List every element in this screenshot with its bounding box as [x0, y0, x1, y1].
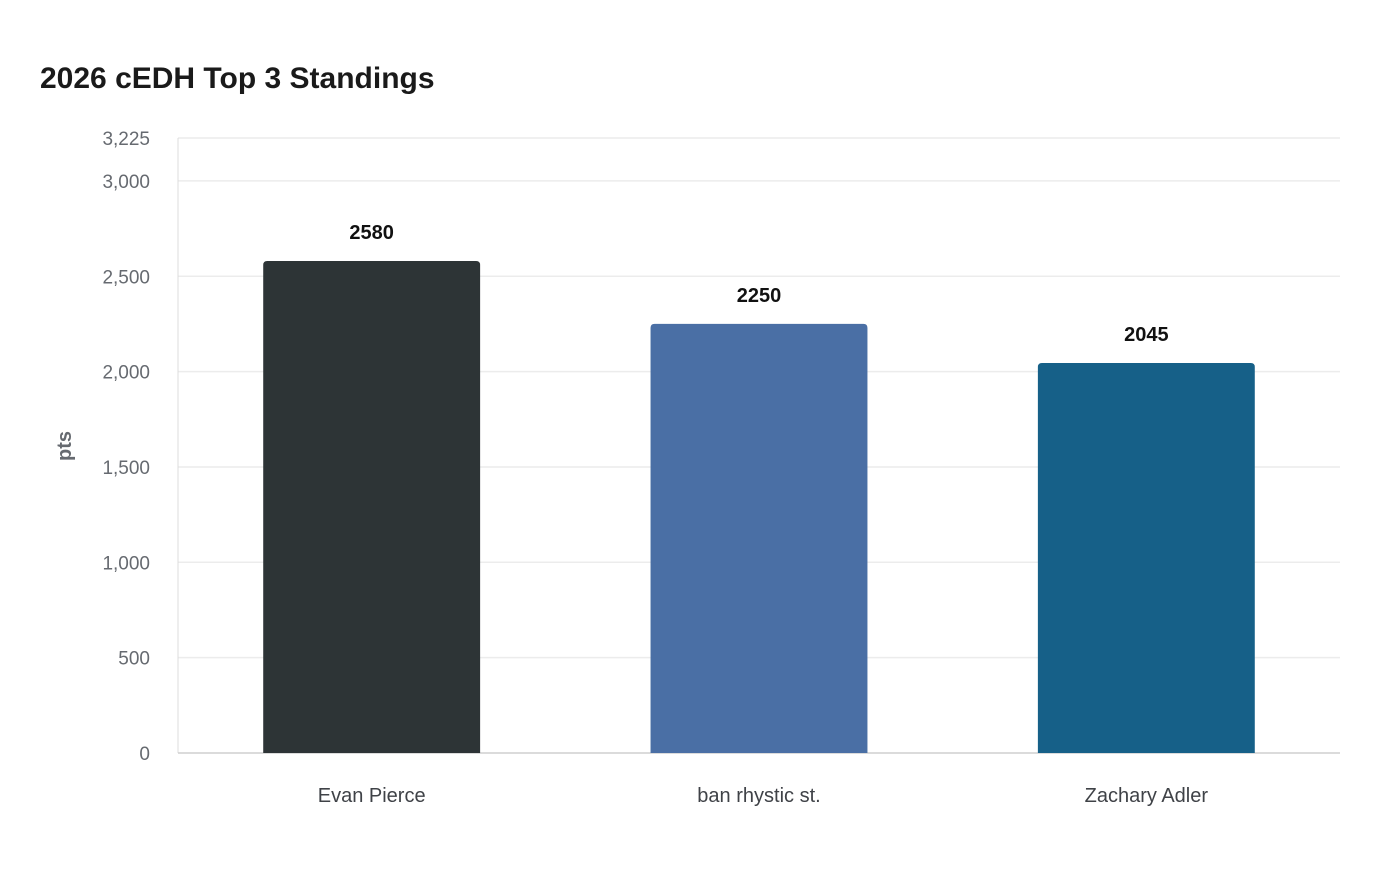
y-tick-label: 2,500	[102, 267, 150, 288]
x-tick-label: Evan Pierce	[318, 785, 426, 807]
y-tick-label: 3,225	[102, 129, 150, 150]
bar	[1037, 363, 1255, 753]
chart-title: 2026 cEDH Top 3 Standings	[40, 62, 435, 95]
y-tick-label: 1,000	[102, 553, 150, 574]
y-tick-label: 0	[139, 744, 150, 765]
data-label: 2250	[737, 285, 782, 307]
x-tick-label: ban rhystic st.	[697, 785, 820, 807]
y-tick-label: 2,000	[102, 363, 150, 384]
y-tick-label: 3,000	[102, 172, 150, 193]
y-tick-label: 1,500	[102, 458, 150, 479]
y-axis-label: pts	[54, 431, 76, 461]
y-tick-label: 500	[118, 649, 150, 670]
data-label: 2045	[1124, 324, 1169, 346]
bar	[263, 261, 481, 753]
x-tick-label: Zachary Adler	[1085, 785, 1209, 807]
data-label: 2580	[349, 222, 394, 244]
bar	[650, 323, 868, 753]
